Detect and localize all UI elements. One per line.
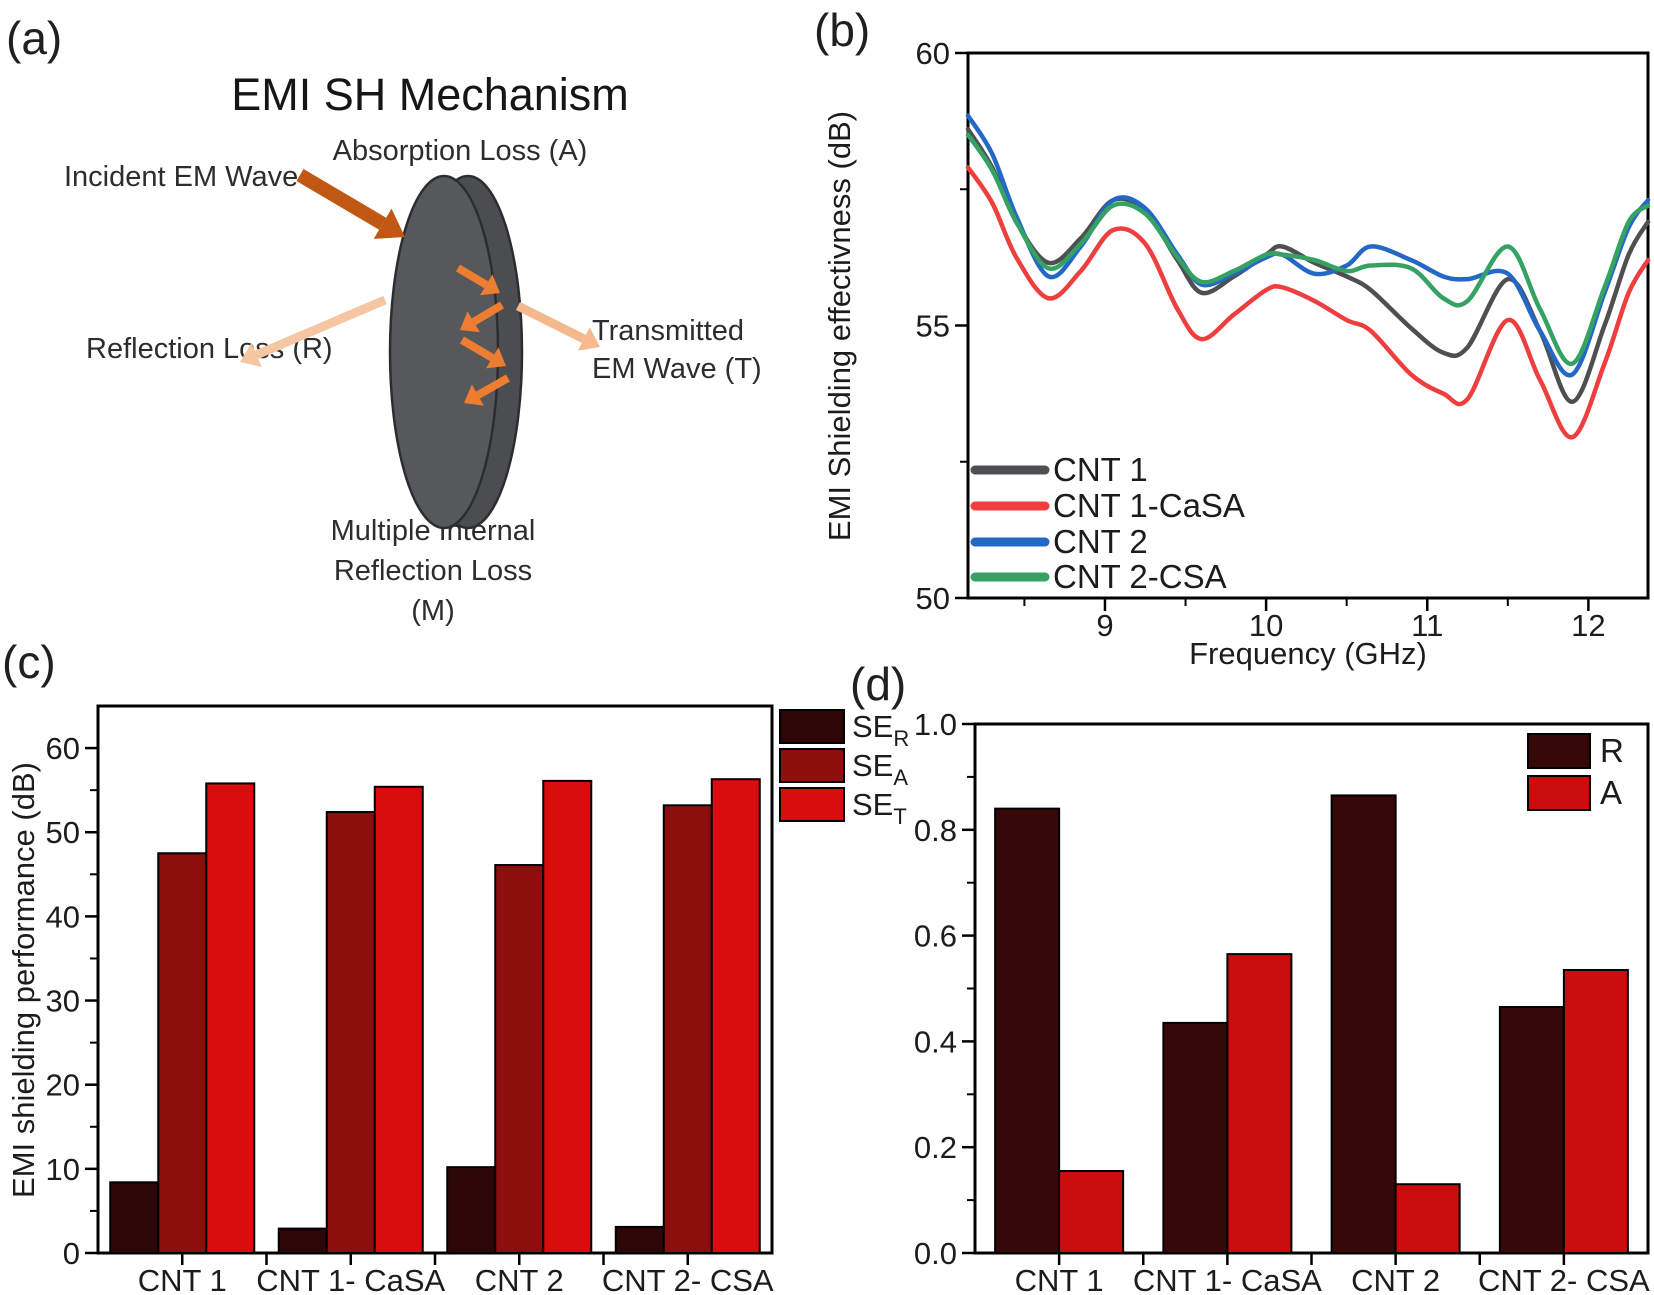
x-tick-label-11: 11 [1411, 608, 1443, 643]
bar-ser-cnt-2 [446, 1166, 497, 1255]
bar-a-cnt-2-csa [1562, 968, 1629, 1254]
category-label-cnt-2-csa: CNT 2- CSA [602, 1263, 774, 1295]
legend-label-r: R [1600, 732, 1624, 769]
panel-c-letter: (c) [2, 636, 56, 688]
y-tick-label-0-6: 0.6 [914, 919, 957, 954]
bar-r-cnt-2-csa [1498, 1006, 1565, 1255]
bar-sea-cnt-2 [494, 864, 545, 1254]
bar-sea-cnt-2-csa [662, 804, 713, 1254]
series-line-cnt-2-csa [965, 132, 1651, 366]
panel-b-y-axis-title: EMI Shielding effectivness (dB) [822, 111, 857, 541]
y-tick-label-60: 60 [46, 731, 80, 766]
bar-a-cnt-1 [1058, 1170, 1125, 1255]
legend-swatch-r [1527, 733, 1591, 769]
y-tick-label-55: 55 [916, 309, 950, 344]
multiple-internal-reflection-label-line2: Reflection Loss [334, 555, 532, 587]
bar-a-cnt-1-casa [1226, 953, 1293, 1254]
panel-a-title: EMI SH Mechanism [231, 69, 629, 120]
bar-a-cnt-2 [1394, 1183, 1461, 1254]
transmitted-wave-arrow [515, 301, 600, 351]
y-tick-label-30: 30 [46, 984, 80, 1019]
y-tick-label-0-4: 0.4 [914, 1024, 957, 1059]
category-label-cnt-1-casa: CNT 1- CaSA [256, 1263, 445, 1295]
category-label-cnt-1: CNT 1 [1015, 1263, 1104, 1295]
legend-swatch-a [1527, 775, 1591, 811]
x-tick-label-9: 9 [1096, 608, 1113, 643]
mechanism-diagram [240, 168, 600, 530]
category-label-cnt-2-csa: CNT 2- CSA [1478, 1263, 1650, 1295]
bar-r-cnt-1-casa [1162, 1021, 1229, 1255]
panel-a-letter: (a) [6, 12, 62, 64]
bar-chart-shielding-performance: 0 10 20 30 40 50 60 CNT 1 CNT 1- CaSA CNT 2 CNT 2-… [46, 704, 909, 1295]
bar-ser-cnt-1 [109, 1181, 160, 1255]
bar-set-cnt-2 [542, 779, 593, 1254]
panel-d-letter: (d) [850, 658, 906, 710]
bar-ser-cnt-2-csa [614, 1225, 665, 1255]
transmitted-wave-label-line1: Transmitted [592, 315, 744, 347]
y-tick-label-50: 50 [916, 581, 950, 616]
legend-label-se-a: SEA [852, 748, 908, 790]
y-tick-label-40: 40 [46, 899, 80, 934]
bar-sea-cnt-1-casa [325, 811, 376, 1255]
internal-reflection-arrow-1 [455, 264, 500, 296]
x-tick-label-10: 10 [1249, 608, 1283, 643]
panel-b-x-axis-title: Frequency (GHz) [1189, 636, 1427, 671]
bar-set-cnt-1-casa [373, 785, 424, 1255]
category-label-cnt-2: CNT 2 [475, 1263, 564, 1295]
incident-wave-arrow [296, 168, 405, 239]
y-tick-label-0-8: 0.8 [914, 813, 957, 848]
bar-set-cnt-2-csa [710, 778, 761, 1255]
incident-wave-label: Incident EM Wave [64, 161, 298, 193]
bar-chart-reflection-absorption-coefficients: 0.0 0.2 0.4 0.6 0.8 1.0 CNT 1 CNT 1- CaSA CNT 2 C… [914, 707, 1650, 1295]
multiple-internal-reflection-label-line3: (M) [411, 595, 454, 627]
legend-swatch-se-t [779, 787, 845, 822]
panel-c-y-axis-title: EMI shielding performance (dB) [6, 762, 41, 1198]
legend-label-se-t: SET [852, 787, 907, 829]
series-line-cnt-1-casa [965, 165, 1651, 440]
y-tick-label-0-2: 0.2 [914, 1130, 957, 1165]
bar-sea-cnt-1 [157, 852, 208, 1254]
reflection-loss-arrow [240, 295, 387, 367]
internal-reflection-arrow-4 [464, 374, 510, 406]
legend-label-se-r: SER [852, 709, 909, 751]
series-line-cnt-2 [965, 113, 1651, 378]
bar-set-cnt-1 [205, 782, 256, 1254]
category-label-cnt-1: CNT 1 [138, 1263, 227, 1295]
y-tick-label-60: 60 [916, 36, 950, 71]
y-tick-label-20: 20 [46, 1068, 80, 1103]
series-line-cnt-1 [965, 127, 1651, 405]
bar-r-cnt-1 [994, 807, 1061, 1254]
legend-label-cnt-1: CNT 1 [1053, 451, 1148, 488]
legend-label-cnt-1-casa: CNT 1-CaSA [1053, 487, 1245, 524]
y-tick-label-50: 50 [46, 815, 80, 850]
category-label-cnt-1-casa: CNT 1- CaSA [1133, 1263, 1322, 1295]
legend-label-a: A [1600, 774, 1622, 811]
panel-b-letter: (b) [814, 4, 870, 56]
transmitted-wave-label-line2: EM Wave (T) [592, 353, 762, 385]
absorption-loss-label: Absorption Loss (A) [333, 135, 588, 167]
y-tick-label-1-0: 1.0 [914, 707, 957, 742]
bar-r-cnt-2 [1330, 794, 1397, 1254]
internal-reflection-arrow-3 [459, 336, 506, 369]
y-tick-label-0-0: 0.0 [914, 1236, 957, 1271]
legend-label-cnt-2-csa: CNT 2-CSA [1053, 558, 1227, 595]
y-tick-label-0: 0 [63, 1236, 80, 1271]
bar-ser-cnt-1-casa [277, 1227, 328, 1254]
legend-swatch-se-r [779, 709, 845, 744]
legend-label-cnt-2: CNT 2 [1053, 523, 1148, 560]
x-tick-label-12: 12 [1571, 608, 1605, 643]
internal-reflection-arrow-2 [460, 301, 505, 333]
legend-swatch-se-a [779, 748, 845, 783]
category-label-cnt-2: CNT 2 [1351, 1263, 1440, 1295]
y-tick-label-10: 10 [46, 1152, 80, 1187]
